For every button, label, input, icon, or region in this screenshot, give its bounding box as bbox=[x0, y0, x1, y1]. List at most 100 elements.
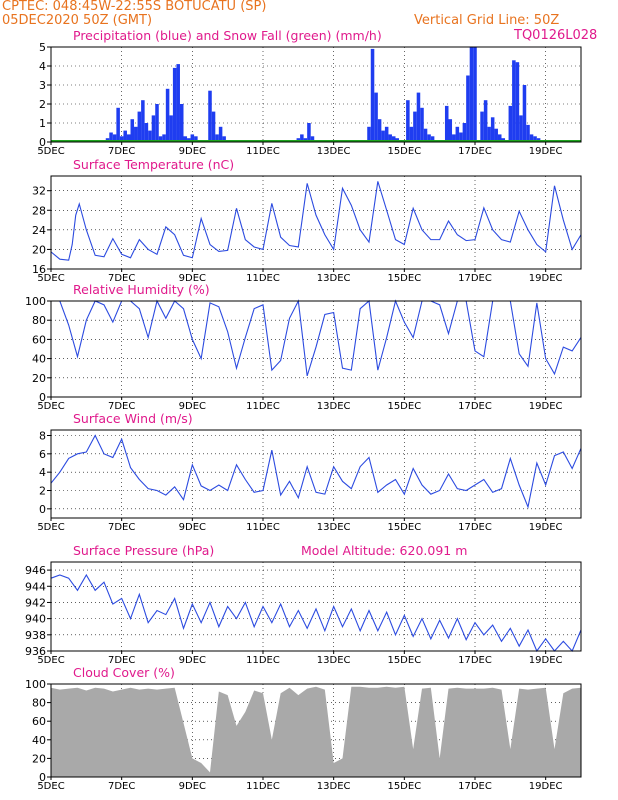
precip-bar bbox=[512, 60, 516, 142]
precip-bar bbox=[158, 136, 163, 142]
header-grid-note: Vertical Grid Line: 50Z bbox=[414, 13, 560, 28]
precip-bar bbox=[137, 111, 142, 142]
precip-bar bbox=[374, 92, 378, 142]
precip-bar bbox=[310, 136, 315, 142]
x-tick-label: 19DEC bbox=[529, 655, 563, 666]
y-tick-label: 100 bbox=[25, 295, 46, 308]
panel-0: 0 1 2 3 4 5 5DEC 7DEC 9DEC 11DEC 13DEC 15DEC 17DEC 19… bbox=[37, 28, 582, 157]
y-tick-label: 0 bbox=[39, 136, 46, 149]
x-tick-label: 11DEC bbox=[246, 781, 280, 792]
x-tick-label: 13DEC bbox=[317, 522, 351, 533]
y-tick-label: 5 bbox=[39, 41, 46, 54]
precip-bar bbox=[162, 134, 166, 142]
precip-bar bbox=[119, 136, 124, 142]
precip-bar bbox=[430, 136, 435, 142]
precip-bar bbox=[123, 130, 127, 142]
precip-bar bbox=[183, 136, 188, 142]
precip-bar bbox=[519, 115, 523, 142]
precip-bar bbox=[172, 67, 177, 142]
y-tick-label: 942 bbox=[25, 596, 46, 609]
x-tick-label: 15DEC bbox=[387, 655, 421, 666]
y-tick-label: 0 bbox=[39, 503, 46, 516]
precip-bar bbox=[466, 75, 470, 142]
x-tick-label: 11DEC bbox=[246, 522, 280, 533]
precip-bar bbox=[370, 48, 375, 142]
x-tick-label: 15DEC bbox=[387, 401, 421, 412]
y-tick-label: 60 bbox=[32, 333, 46, 346]
x-tick-label: 13DEC bbox=[317, 655, 351, 666]
panel-1: 16 20 24 28 32 5DEC 7DEC 9DEC 11DEC 13DEC 15DEC 17D… bbox=[32, 157, 582, 284]
x-tick-label: 9DEC bbox=[179, 273, 206, 284]
precip-bar bbox=[307, 123, 311, 142]
precip-bar bbox=[165, 88, 170, 142]
precip-bar bbox=[176, 64, 180, 142]
panel-frame bbox=[50, 429, 582, 519]
precip-bar bbox=[522, 85, 527, 142]
precip-bar bbox=[483, 100, 488, 142]
y-tick-label: 40 bbox=[32, 353, 46, 366]
precip-bar bbox=[116, 107, 120, 142]
y-tick-label: 60 bbox=[32, 715, 46, 728]
precip-bar bbox=[179, 104, 184, 142]
x-tick-label: 7DEC bbox=[108, 655, 135, 666]
precip-bar bbox=[444, 105, 449, 142]
y-tick-label: 80 bbox=[32, 697, 46, 710]
precip-bar bbox=[462, 123, 467, 142]
precip-bar bbox=[218, 126, 223, 142]
x-tick-label: 9DEC bbox=[179, 781, 206, 792]
y-tick-label: 20 bbox=[32, 752, 46, 765]
x-tick-label: 15DEC bbox=[387, 273, 421, 284]
panel-title: Surface Temperature (nC) bbox=[73, 157, 234, 172]
y-tick-label: 24 bbox=[32, 224, 46, 237]
precip-bar bbox=[144, 123, 149, 142]
panel-title: Relative Humidity (%) bbox=[73, 282, 210, 297]
y-tick-label: 3 bbox=[39, 79, 46, 92]
precip-bar bbox=[409, 126, 414, 142]
x-tick-label: 9DEC bbox=[179, 522, 206, 533]
precip-bar bbox=[413, 111, 417, 142]
x-tick-label: 15DEC bbox=[387, 781, 421, 792]
precip-bar bbox=[151, 115, 156, 142]
x-tick-label: 13DEC bbox=[317, 781, 351, 792]
precip-bar bbox=[141, 100, 145, 142]
precip-bar bbox=[391, 136, 396, 142]
precip-bar bbox=[148, 130, 152, 142]
x-tick-label: 19DEC bbox=[529, 146, 563, 157]
x-tick-label: 9DEC bbox=[179, 146, 206, 157]
y-tick-label: 4 bbox=[39, 466, 46, 479]
precip-bar bbox=[208, 90, 212, 142]
precip-bar bbox=[473, 47, 477, 142]
series-line bbox=[50, 573, 582, 653]
x-tick-label: 17DEC bbox=[458, 781, 492, 792]
x-tick-label: 9DEC bbox=[179, 401, 206, 412]
x-tick-label: 5DEC bbox=[37, 401, 64, 412]
precip-bar bbox=[480, 111, 484, 142]
x-tick-label: 5DEC bbox=[37, 146, 64, 157]
x-tick-label: 15DEC bbox=[387, 522, 421, 533]
x-tick-label: 13DEC bbox=[317, 146, 351, 157]
precip-bar bbox=[420, 107, 424, 142]
precip-bar bbox=[529, 134, 534, 142]
y-tick-label: 0 bbox=[39, 391, 46, 404]
y-tick-label: 940 bbox=[25, 613, 46, 626]
precip-bar bbox=[381, 130, 385, 142]
y-tick-label: 100 bbox=[25, 678, 46, 691]
panel-frame bbox=[50, 561, 582, 652]
precip-bar bbox=[427, 134, 431, 142]
precip-bar bbox=[222, 136, 226, 142]
y-tick-label: 40 bbox=[32, 734, 46, 747]
precip-bar bbox=[194, 136, 198, 142]
precip-bar bbox=[300, 134, 304, 142]
series-line bbox=[50, 181, 582, 261]
panel-title: Surface Pressure (hPa) bbox=[73, 543, 214, 558]
panel-2: 0 20 40 60 80 100 5DEC 7DEC 9DEC 11DEC 13DEC 15DEC 1… bbox=[25, 282, 582, 412]
panel-5: 0 20 40 60 80 100 5DEC 7DEC 9DEC 11DEC 13DEC 15DEC 1… bbox=[25, 665, 582, 792]
x-tick-label: 17DEC bbox=[458, 655, 492, 666]
y-tick-label: 28 bbox=[32, 204, 46, 217]
x-tick-label: 17DEC bbox=[458, 273, 492, 284]
precip-bar bbox=[490, 117, 495, 142]
precip-bar bbox=[508, 105, 513, 142]
series-line bbox=[51, 299, 582, 377]
y-tick-label: 1 bbox=[39, 117, 46, 130]
x-tick-label: 7DEC bbox=[108, 522, 135, 533]
